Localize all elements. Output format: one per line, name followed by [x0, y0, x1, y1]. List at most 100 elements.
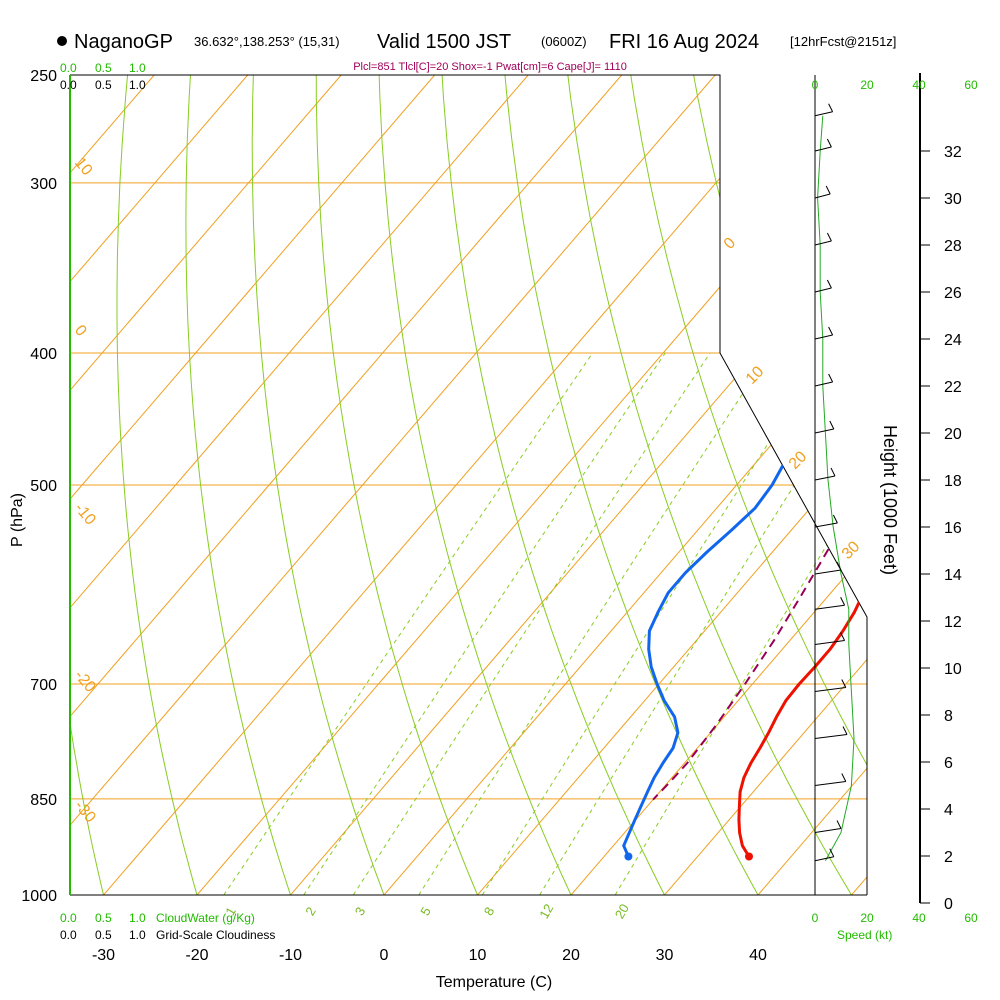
wind-barb [814, 522, 838, 528]
temperature-tick-label: 0 [380, 947, 389, 964]
isotherm [757, 75, 867, 895]
dry-adiabat [626, 75, 867, 895]
isotherm-label: 10 [71, 154, 96, 179]
wind-barb [814, 781, 846, 786]
height-tick-label: 4 [944, 802, 953, 819]
profiles [622, 75, 867, 858]
forecast-label: [12hrFcst@2151z] [790, 34, 896, 49]
mixing-ratio-label: 8 [481, 904, 498, 918]
wind-barb [814, 828, 842, 833]
pressure-tick-label: 1000 [21, 888, 57, 905]
wind-barb-flag [842, 726, 848, 735]
cloud-top-green-0: 0.0 [60, 61, 77, 75]
cloud-top-black-2: 1.0 [129, 78, 146, 92]
isotherm-label-right: 0 [721, 234, 739, 252]
mixing-ratio-line-8 [481, 352, 827, 895]
wind-barb-flag [825, 185, 831, 195]
dry-adiabat [251, 75, 385, 895]
isotherm [70, 75, 342, 895]
mixing-ratio-line-5 [418, 352, 770, 895]
station-coords: 36.632°,138.253° (15,31) [194, 34, 340, 49]
dry-adiabat [116, 75, 198, 895]
height-tick-label: 14 [944, 567, 962, 584]
height-tick-label: 16 [944, 520, 962, 537]
wind-barb-flag [830, 467, 836, 477]
height-tick-label: 20 [944, 426, 962, 443]
wind-speed-profile [817, 115, 855, 861]
wind-barb-flag [832, 514, 838, 524]
isotherm-label: -30 [71, 797, 99, 826]
dry-adiabat [813, 75, 867, 895]
wind-barb [814, 240, 832, 246]
pressure-axis-label: P (hPa) [9, 493, 26, 547]
mixing-ratio-label: 2 [302, 904, 319, 918]
cloud-bottom-green-1: 0.5 [95, 911, 112, 925]
dewpoint-profile-line [622, 75, 867, 858]
cloud-bottom-green-2: 1.0 [129, 911, 146, 925]
dry-adiabat [185, 75, 291, 895]
cloud-bottom-black-2: 1.0 [129, 928, 146, 942]
temperature-tick-label: 20 [562, 947, 580, 964]
surface-temperature-dot [745, 852, 753, 861]
height-tick-label: 0 [944, 896, 953, 913]
height-tick-label: 12 [944, 614, 962, 631]
isotherm [290, 75, 867, 895]
mixing-ratio-line-20 [614, 352, 867, 895]
mixing-ratio-label: 20 [612, 901, 632, 921]
isotherm-label: 0 [71, 322, 90, 340]
wind-barb-flag [826, 279, 832, 289]
dry-adiabat [564, 75, 852, 895]
isotherm [664, 75, 867, 895]
speed-tick-bottom: 0 [812, 911, 819, 925]
valid-zulu: (0600Z) [541, 34, 587, 49]
valid-date: FRI 16 Aug 2024 [609, 31, 759, 53]
wind-barb [814, 287, 832, 293]
mixing-ratio-line-3 [352, 352, 711, 895]
dry-adiabat [70, 75, 104, 895]
isotherm-label-right: 10 [743, 363, 768, 388]
wind-barb [814, 734, 848, 739]
mixing-ratio-label: 3 [352, 904, 369, 918]
pressure-tick-label: 700 [30, 677, 57, 694]
wind-barb-flag [841, 773, 847, 782]
speed-tick-top: 0 [812, 78, 819, 92]
isotherm [70, 75, 249, 895]
mixing-ratio-line-12 [539, 352, 867, 895]
isotherm [70, 75, 529, 895]
cloud-scale-top-black: 0.0 0.5 1.0 [60, 78, 146, 92]
mixing-ratio-line-2 [303, 352, 666, 895]
height-tick-label: 24 [944, 332, 962, 349]
wind-barb-flag [836, 820, 842, 829]
wind-barb-flag [841, 679, 847, 688]
wind-barb [814, 604, 845, 610]
wind-barb [814, 381, 833, 387]
cloud-top-green-2: 1.0 [129, 61, 146, 75]
isotherm [70, 75, 436, 895]
temperature-tick-label: -10 [279, 947, 302, 964]
pressure-tick-label: 500 [30, 478, 57, 495]
mixing-ratio-label: 5 [417, 904, 434, 918]
height-tick-label: 26 [944, 285, 962, 302]
wind-panel [814, 75, 855, 895]
height-tick-label: 28 [944, 238, 962, 255]
height-tick-label: 2 [944, 849, 953, 866]
cloud-bottom-black-1: 0.5 [95, 928, 112, 942]
temperature-ticks: -30 -20 -10 0 10 20 30 40 [92, 947, 767, 964]
isotherm-label: -20 [71, 667, 99, 696]
wind-barb [814, 193, 831, 199]
speed-ticks: 0 20 40 600 20 40 60 [812, 78, 978, 925]
speed-tick-bottom: 20 [860, 911, 874, 925]
isotherm [103, 75, 810, 895]
wind-barb [814, 687, 846, 692]
wind-barb [814, 856, 834, 862]
wind-barb-flag [829, 420, 835, 430]
temperature-tick-label: 30 [656, 947, 674, 964]
wind-barb [814, 569, 842, 575]
wind-barb [814, 640, 845, 645]
pressure-tick-label: 300 [30, 176, 57, 193]
speed-tick-top: 20 [860, 78, 874, 92]
wind-barb-flag [829, 848, 835, 857]
surface-dewpoint-dot [624, 852, 633, 861]
